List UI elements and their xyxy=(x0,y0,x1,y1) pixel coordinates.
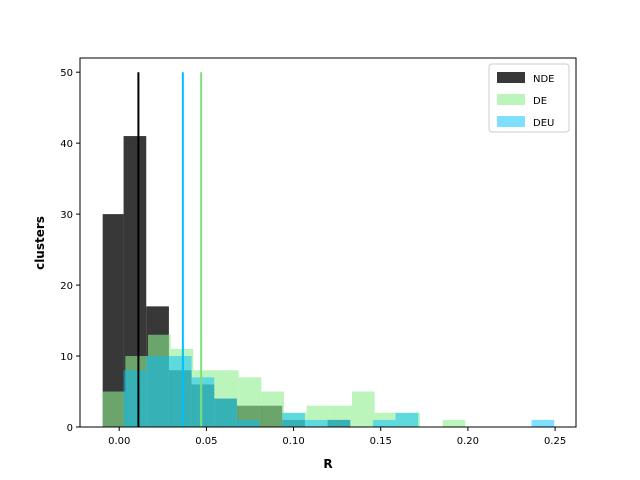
bar-de-15 xyxy=(442,419,466,427)
bar-deu-5 xyxy=(236,419,260,427)
bar-deu-11 xyxy=(372,419,396,427)
y-tick-label: 50 xyxy=(60,68,73,79)
y-tick-label: 30 xyxy=(60,210,73,221)
x-tick-label: 0.00 xyxy=(108,436,130,447)
bar-deu-7 xyxy=(282,412,305,427)
bar-deu-12 xyxy=(395,412,419,427)
bar-deu-8 xyxy=(304,419,328,427)
y-tick-label: 10 xyxy=(60,352,73,363)
bar-de-0 xyxy=(102,391,126,427)
legend-label-de: DE xyxy=(533,96,547,107)
x-tick-label: 0.10 xyxy=(282,436,304,447)
plot-area xyxy=(102,72,555,428)
bar-deu-14 xyxy=(531,419,555,427)
bar-deu-3 xyxy=(191,377,215,427)
x-tick-label: 0.25 xyxy=(544,436,566,447)
bar-de-6 xyxy=(238,377,262,427)
axes: 0.00 0.05 0.10 0.15 0.20 0.25 0 10 20 30 40 50 xyxy=(60,57,577,447)
x-tick-label: 0.15 xyxy=(370,436,392,447)
bar-de-11 xyxy=(351,391,375,427)
y-tick-label: 20 xyxy=(60,281,73,292)
y-tick-label: 40 xyxy=(60,139,73,150)
bar-nde-1 xyxy=(123,136,147,428)
bar-deu-1 xyxy=(146,356,169,427)
x-tick-label: 0.20 xyxy=(457,436,479,447)
x-tick-label: 0.05 xyxy=(195,436,217,447)
legend-label-nde: NDE xyxy=(533,74,555,85)
y-axis-label: clusters xyxy=(33,216,47,270)
bar-deu-0 xyxy=(123,370,147,427)
x-axis-label: R xyxy=(323,457,332,471)
bar-deu-4 xyxy=(214,398,237,427)
bar-nde-0 xyxy=(102,214,124,427)
legend-swatch-deu xyxy=(497,116,525,127)
bar-de-7 xyxy=(261,391,284,427)
legend: NDE DE DEU xyxy=(488,63,570,133)
legend-swatch-de xyxy=(497,94,525,105)
legend-swatch-nde xyxy=(497,72,525,83)
bar-deu-9 xyxy=(327,419,351,427)
axes-frame xyxy=(79,57,577,428)
series-deu xyxy=(123,356,555,427)
y-tick-label: 0 xyxy=(67,423,73,434)
legend-label-deu: DEU xyxy=(533,118,554,129)
bar-deu-2 xyxy=(168,356,192,427)
